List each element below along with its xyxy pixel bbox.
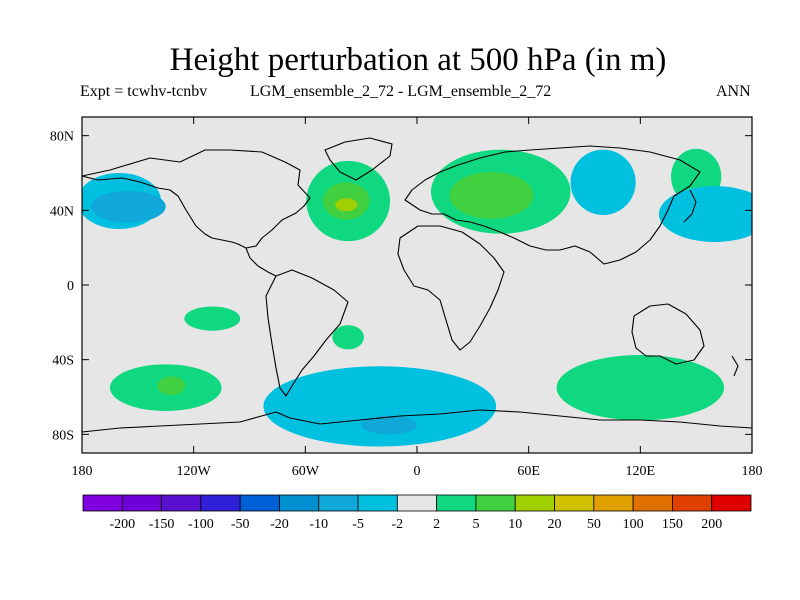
colorbar-swatch: [436, 494, 477, 512]
colorbar-swatch: [475, 494, 516, 512]
latitude-axis: 80N 40N 0 40S 80S: [50, 130, 752, 443]
colorbar-label: -20: [270, 517, 289, 532]
contour-region-16: [184, 306, 241, 331]
coast-north-america: [82, 149, 311, 249]
lon-tick-label: 60E: [517, 464, 540, 479]
colorbar: -200 -150 -100 -50 -20 -10 -5 -2 2 5 10 20 50 100 150 2…: [82, 494, 752, 532]
colorbar-swatch: [161, 494, 202, 512]
colorbar-label: 10: [508, 517, 522, 532]
lat-tick-label: 0: [67, 279, 74, 294]
colorbar-swatch: [200, 494, 241, 512]
colorbar-label: -200: [109, 517, 135, 532]
colorbar-swatch: [239, 494, 280, 512]
contour-region-7: [570, 149, 636, 215]
coastlines: [82, 137, 752, 433]
colorbar-swatch: [318, 494, 359, 512]
lat-tick-label: 40S: [52, 354, 74, 369]
contour-region-6: [449, 172, 534, 219]
colorbar-swatch: [82, 494, 123, 512]
contour-region-13: [361, 415, 418, 435]
contour-region-1: [91, 190, 166, 223]
colorbar-label: 50: [587, 517, 601, 532]
contour-region-9: [658, 186, 752, 243]
colorbar-label: 20: [548, 517, 562, 532]
coast-central-america: [245, 247, 277, 277]
colorbar-swatch: [711, 494, 752, 512]
coast-africa: [397, 225, 505, 351]
season-label: ANN: [716, 83, 751, 100]
contour-region-12: [263, 366, 497, 447]
lon-tick-label: 0: [414, 464, 421, 479]
coast-japan: [683, 189, 697, 223]
lon-tick-label: 60W: [292, 464, 320, 479]
coast-eurasia: [404, 145, 701, 265]
colorbar-label: 200: [701, 517, 722, 532]
colorbar-swatch: [396, 494, 438, 512]
experiment-label: Expt = tcwhv-tcnbv: [80, 83, 208, 100]
contour-region-14: [556, 355, 725, 421]
contour-region-4: [335, 198, 358, 212]
lat-tick-label: 40N: [50, 204, 74, 219]
longitude-axis: 180 120W 60W 0 60E 120E 180: [72, 117, 763, 479]
lon-tick-label: 120E: [626, 464, 656, 479]
coast-antarctica: [82, 409, 752, 433]
coast-greenland: [324, 137, 393, 181]
colorbar-label: -2: [392, 517, 404, 532]
coast-new-zealand: [731, 355, 739, 377]
colorbar-label: 5: [472, 517, 479, 532]
colorbar-swatch: [514, 494, 555, 512]
coast-australia: [631, 303, 705, 365]
contour-region-11: [157, 376, 186, 396]
colorbar-label: -10: [309, 517, 328, 532]
colorbar-swatch: [121, 494, 162, 512]
lon-tick-label: 120W: [177, 464, 212, 479]
colorbar-swatch: [593, 494, 634, 512]
lon-tick-label: 180: [742, 464, 763, 479]
lat-tick-label: 80N: [50, 130, 74, 145]
colorbar-label: -5: [352, 517, 364, 532]
colorbar-swatch: [357, 494, 398, 512]
colorbar-swatch: [632, 494, 673, 512]
colorbar-label: 150: [662, 517, 683, 532]
lat-tick-label: 80S: [52, 428, 74, 443]
colorbar-label: -150: [149, 517, 175, 532]
colorbar-swatch: [672, 494, 713, 512]
contour-region-15: [332, 325, 364, 350]
colorbar-swatch: [554, 494, 595, 512]
ensemble-label: LGM_ensemble_2_72 - LGM_ensemble_2_72: [250, 83, 552, 100]
colorbar-swatch: [279, 494, 320, 512]
map-title: Height perturbation at 500 hPa (in m): [169, 42, 667, 78]
coast-south-america: [265, 269, 349, 397]
colorbar-label: -50: [231, 517, 250, 532]
colorbar-label: 2: [433, 517, 440, 532]
lon-tick-label: 180: [72, 464, 93, 479]
colorbar-label: 100: [623, 517, 644, 532]
colorbar-label: -100: [188, 517, 214, 532]
